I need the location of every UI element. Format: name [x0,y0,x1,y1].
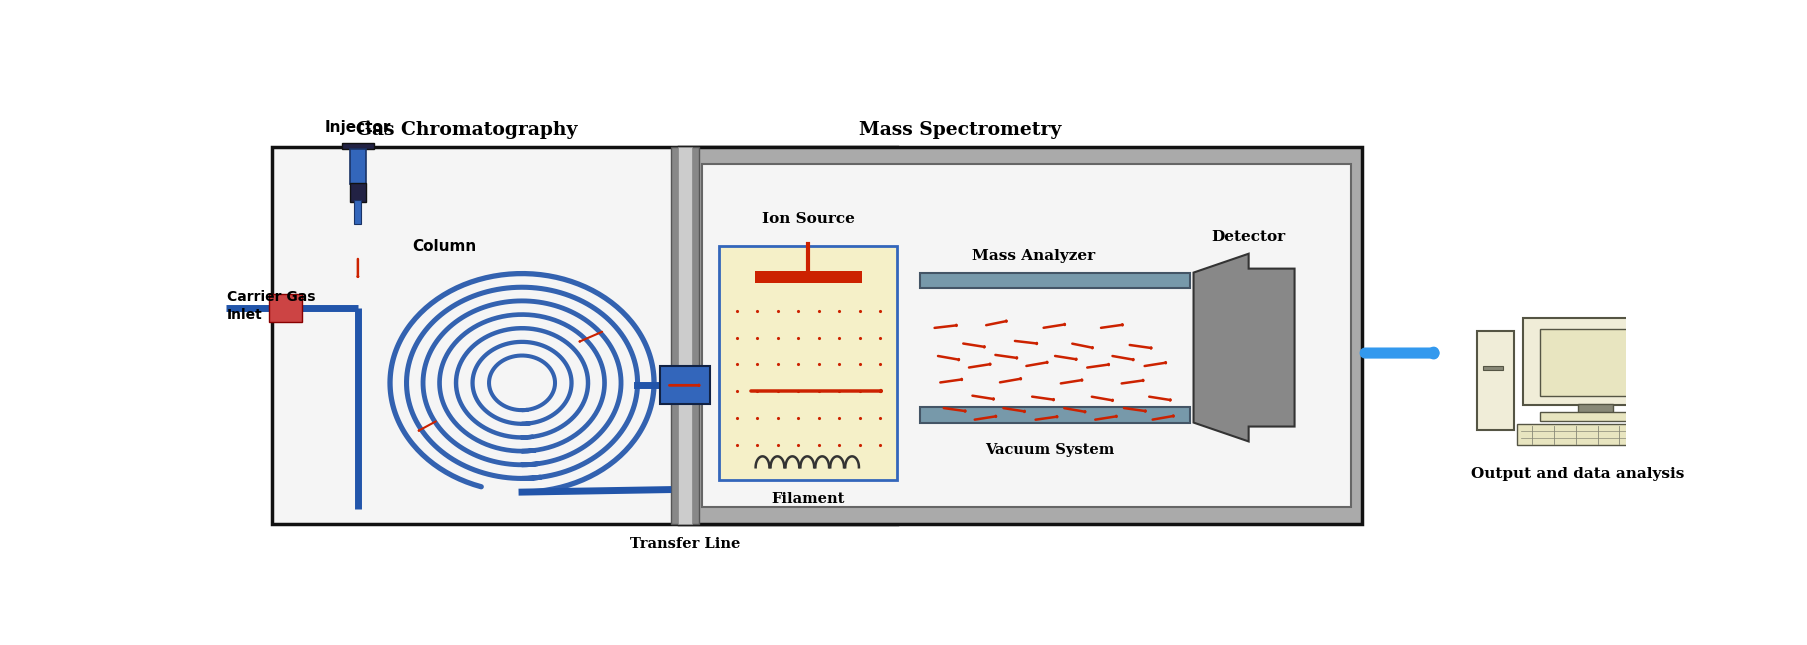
Text: Injector: Injector [325,119,390,135]
Text: Output and data analysis: Output and data analysis [1471,467,1684,481]
FancyBboxPatch shape [679,147,1362,524]
FancyBboxPatch shape [920,407,1191,422]
FancyBboxPatch shape [1540,329,1650,396]
FancyBboxPatch shape [354,200,361,224]
FancyBboxPatch shape [1476,331,1514,430]
Text: Filament: Filament [772,492,846,506]
FancyBboxPatch shape [351,150,365,184]
FancyBboxPatch shape [1540,412,1650,421]
Text: Transfer Line: Transfer Line [631,537,741,551]
FancyBboxPatch shape [269,294,302,322]
FancyBboxPatch shape [755,271,862,283]
FancyBboxPatch shape [1484,366,1503,370]
Text: Detector: Detector [1211,230,1287,244]
FancyBboxPatch shape [660,366,710,404]
Text: Gas Chromatography: Gas Chromatography [356,121,578,139]
Text: Carrier Gas
Inlet: Carrier Gas Inlet [228,290,316,321]
Polygon shape [1194,253,1294,441]
FancyBboxPatch shape [920,273,1191,288]
FancyBboxPatch shape [342,143,374,150]
FancyBboxPatch shape [1578,404,1612,413]
FancyBboxPatch shape [670,147,699,524]
FancyBboxPatch shape [351,183,365,201]
FancyBboxPatch shape [271,147,898,524]
Text: Vacuum System: Vacuum System [985,443,1115,457]
Text: Mass Analyzer: Mass Analyzer [972,249,1095,263]
Text: Column: Column [412,239,475,253]
FancyBboxPatch shape [719,246,898,480]
FancyBboxPatch shape [703,164,1352,507]
Text: Mass Spectrometry: Mass Spectrometry [860,121,1063,139]
Text: Ion Source: Ion Source [763,212,855,226]
FancyBboxPatch shape [1518,424,1684,445]
FancyBboxPatch shape [1523,318,1666,405]
FancyBboxPatch shape [678,147,692,524]
